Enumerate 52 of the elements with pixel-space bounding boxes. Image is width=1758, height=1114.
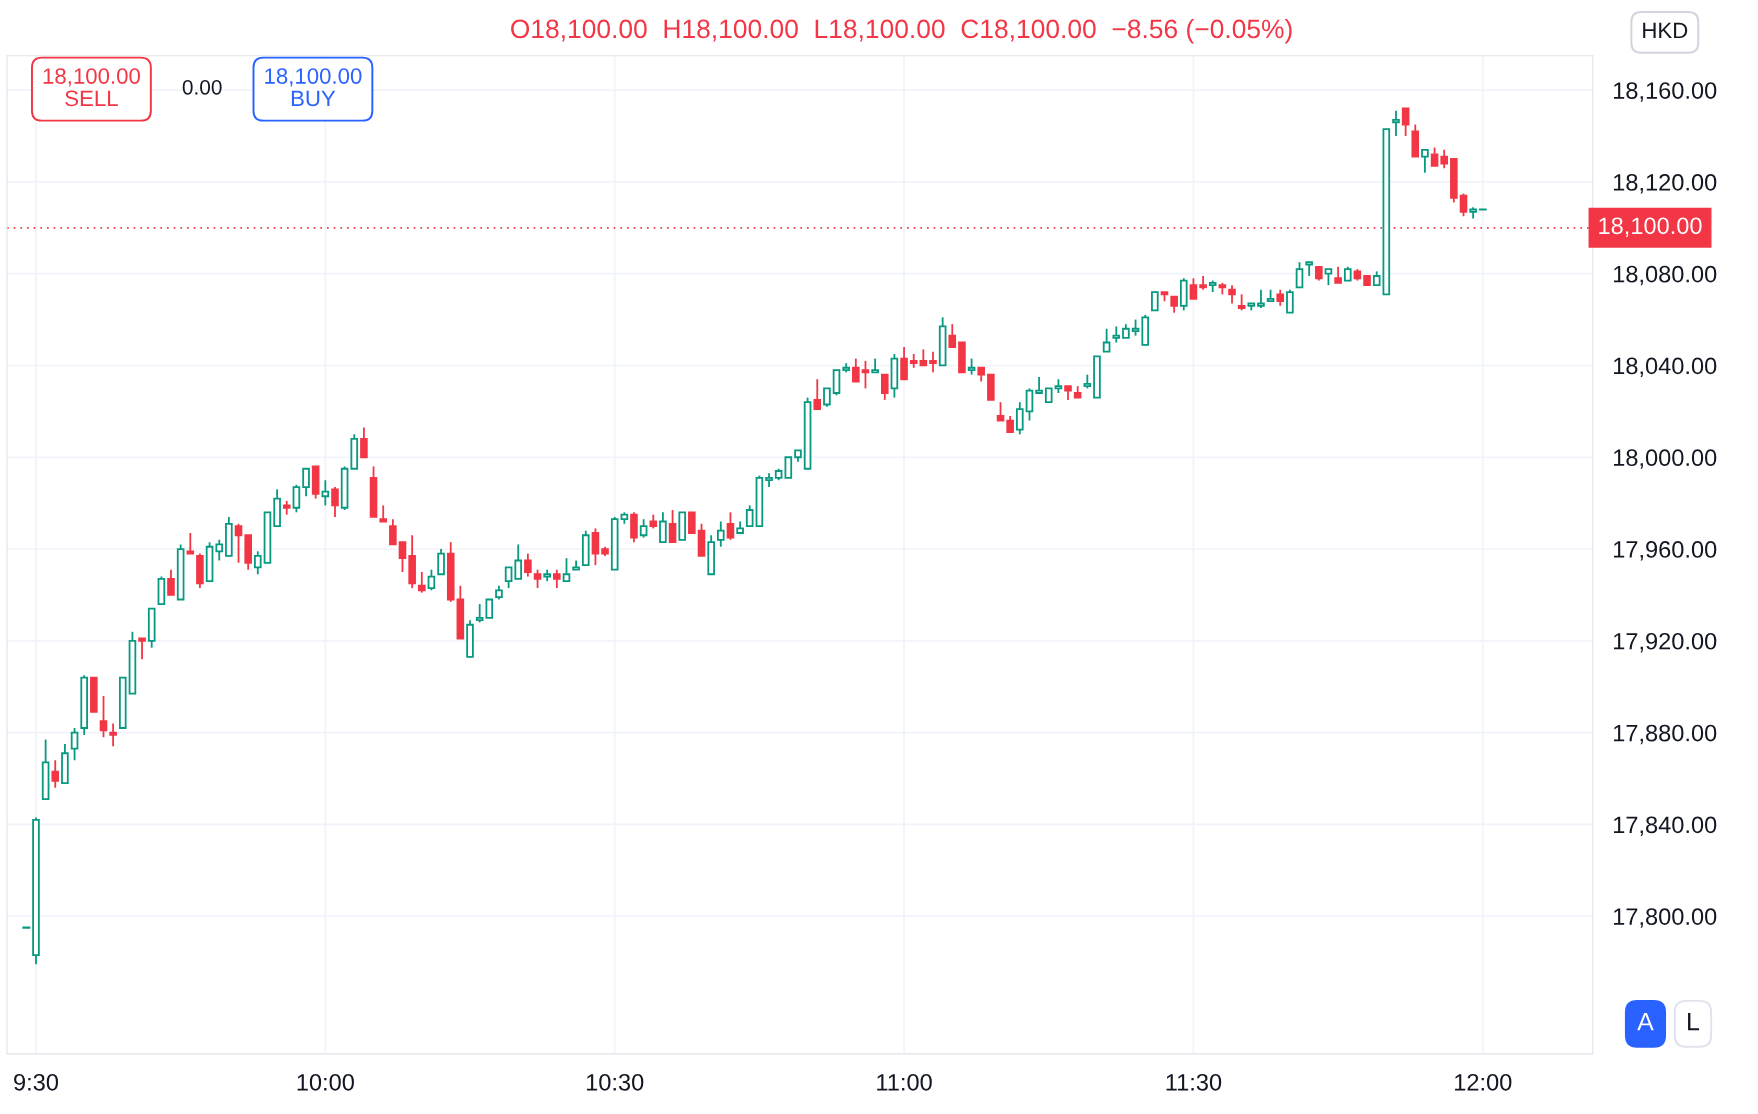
candlestick (630, 511, 638, 544)
text: A (1637, 1013, 1654, 1031)
candlestick (620, 511, 629, 525)
annotation: 18,100.00 SELL (43, 68, 140, 107)
candlestick (282, 499, 291, 516)
candlestick (890, 353, 899, 399)
annotation: 0.00 (182, 79, 222, 95)
text: L (1688, 1013, 1700, 1031)
candlestick (1392, 109, 1400, 137)
candlestick (253, 550, 262, 576)
candlestick (418, 571, 426, 594)
candlestick (967, 357, 976, 376)
y-tick-label: 17,920.00 (1613, 632, 1717, 653)
y-tick-label: 18,120.00 (1613, 173, 1717, 194)
candlestick (80, 674, 88, 736)
candlestick (1112, 325, 1121, 344)
y-tick-label: 18,000.00 (1613, 449, 1717, 469)
candlestick (639, 518, 648, 539)
text: HKD (1643, 22, 1688, 39)
candlestick (909, 353, 918, 369)
y-tick-label: 18,160.00 (1613, 82, 1717, 102)
x-tick-label: 10:00 (297, 1073, 354, 1091)
annotation: 18,100.00 BUY (265, 68, 362, 107)
ref-line-label: 18,100.00 (1599, 217, 1702, 237)
candlestick (1228, 284, 1236, 305)
y-tick-label: 18,080.00 (1613, 265, 1717, 286)
x-tick-label: 11:30 (1166, 1073, 1222, 1091)
candlestick (716, 520, 725, 548)
candlestick (446, 541, 455, 603)
candlestick (321, 479, 330, 507)
candlestick (1469, 206, 1477, 220)
y-tick-label: 17,840.00 (1613, 816, 1717, 836)
candlestick (215, 538, 224, 562)
text: O18,100.00 H18,100.00 L18,100.00 C18,100.00 −8.56 (−0.05%) (511, 18, 1292, 44)
candlestick (1199, 275, 1207, 291)
x-tick-label: 12:00 (1455, 1073, 1512, 1091)
candlestick (51, 759, 60, 789)
y-tick-label: 17,800.00 (1613, 908, 1717, 928)
candlestick (408, 534, 416, 589)
candlestick (524, 552, 532, 578)
candlestick (22, 926, 31, 929)
candlestick (929, 350, 937, 374)
x-tick-label: 9:30 (14, 1073, 59, 1091)
candlestick (765, 472, 773, 488)
candlestick (1478, 208, 1487, 211)
y-tick-label: 17,880.00 (1613, 724, 1717, 745)
candlestick (1440, 148, 1448, 170)
y-tick-label: 17,960.00 (1613, 541, 1717, 561)
x-tick-label: 11:00 (877, 1073, 932, 1091)
x-tick-label: 10:30 (586, 1073, 644, 1091)
candlestick (109, 722, 117, 748)
y-tick-label: 18,040.00 (1613, 357, 1717, 378)
